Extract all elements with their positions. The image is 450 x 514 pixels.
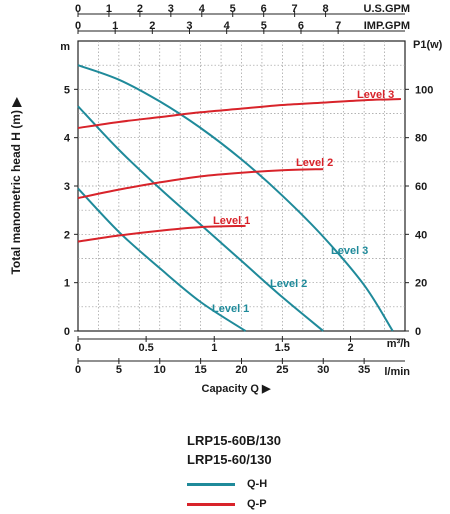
- y2-axis-tick-label: 0: [415, 326, 421, 338]
- qp-label-level-3: Level 3: [357, 89, 394, 101]
- model-name-1: LRP15-60B/130: [187, 433, 281, 448]
- legend: Q-H Q-P: [187, 474, 267, 514]
- top-axis-2-tick-label: 6: [298, 20, 304, 32]
- legend-label-qh: Q-H: [247, 478, 268, 490]
- top-axis-2-tick-label: 4: [224, 20, 231, 32]
- y-axis-tick-label: 1: [64, 278, 70, 290]
- legend-label-qp: Q-P: [247, 498, 267, 510]
- y-axis-tick-label: 0: [64, 326, 70, 338]
- qp-label-level-1: Level 1: [213, 215, 250, 227]
- bottom-axis-1-tick-label: 0.5: [138, 342, 153, 354]
- top-axis-1-tick-label: 4: [199, 3, 206, 15]
- bottom-axis-2-tick-label: 35: [358, 364, 370, 376]
- y-axis-tick-label: 5: [64, 84, 70, 96]
- bottom-axis-2-unit: l/min: [384, 366, 410, 378]
- y-axis-tick-label: 3: [64, 181, 70, 193]
- bottom-axis-2-tick-label: 10: [154, 364, 166, 376]
- y-axis-unit: m: [60, 41, 70, 53]
- legend-item-qh: Q-H: [187, 474, 267, 494]
- qp-label-level-2: Level 2: [296, 157, 333, 169]
- y2-axis-tick-label: 80: [415, 133, 427, 145]
- bottom-axis-1-unit: m³/h: [387, 338, 411, 350]
- y-axis-tick-label: 2: [64, 229, 70, 241]
- top-axis-1-tick-label: 2: [137, 3, 143, 15]
- y-axis-title: Total manometric head H (m) ▶: [9, 97, 23, 275]
- top-axis-2-tick-label: 0: [75, 20, 81, 32]
- qh-label-level-1: Level 1: [212, 303, 249, 315]
- top-axis-1-tick-label: 7: [292, 3, 298, 15]
- qp-curve-level-1: [77, 224, 246, 243]
- bottom-axis-2-tick-label: 30: [317, 364, 329, 376]
- model-name-2: LRP15-60/130: [187, 452, 272, 467]
- qh-curve-level-3: [77, 64, 394, 332]
- qp-curve-level-2: [77, 168, 324, 200]
- y2-axis-unit: P1(w): [413, 39, 443, 51]
- bottom-axis-1-tick-label: 1.5: [275, 342, 290, 354]
- bottom-axis-2-tick-label: 25: [276, 364, 288, 376]
- top-axis-2-tick-label: 5: [261, 20, 267, 32]
- y2-axis-tick-label: 60: [415, 181, 427, 193]
- qh-curve-level-2: [77, 105, 324, 332]
- bottom-axis-2-tick-label: 15: [195, 364, 207, 376]
- bottom-axis-2-tick-label: 0: [75, 364, 81, 376]
- y2-axis-tick-label: 100: [415, 84, 433, 96]
- x-axis-title: Capacity Q ▶: [202, 383, 272, 395]
- legend-item-qp: Q-P: [187, 494, 267, 514]
- top-axis-1-tick-label: 6: [261, 3, 267, 15]
- bottom-axis-2-tick-label: 5: [116, 364, 122, 376]
- top-axis-1-unit: U.S.GPM: [364, 3, 410, 15]
- top-axis-2-tick-label: 3: [186, 20, 192, 32]
- top-axis-2-tick-label: 7: [335, 20, 341, 32]
- bottom-axis-2-tick-label: 20: [235, 364, 247, 376]
- top-axis-1-tick-label: 0: [75, 3, 81, 15]
- qp-curve-level-3: [77, 98, 401, 129]
- legend-swatch-qh: [187, 482, 235, 486]
- top-axis-2-unit: IMP.GPM: [364, 20, 410, 32]
- top-axis-1-tick-label: 5: [230, 3, 236, 15]
- model-names: LRP15-60B/130 LRP15-60/130: [187, 431, 281, 469]
- top-axis-2-tick-label: 2: [149, 20, 155, 32]
- qh-label-level-2: Level 2: [270, 278, 307, 290]
- bottom-axis-1-tick-label: 2: [347, 342, 353, 354]
- top-axis-1-tick-label: 1: [106, 3, 112, 15]
- top-axis-1-tick-label: 8: [323, 3, 329, 15]
- legend-swatch-qp: [187, 502, 235, 506]
- y-axis-tick-label: 4: [64, 133, 71, 145]
- bottom-axis-1-tick-label: 0: [75, 342, 81, 354]
- top-axis-1-tick-label: 3: [168, 3, 174, 15]
- bottom-axis-1-tick-label: 1: [211, 342, 217, 354]
- qh-label-level-3: Level 3: [331, 245, 368, 257]
- qh-curve-level-1: [77, 187, 247, 332]
- y2-axis-tick-label: 40: [415, 229, 427, 241]
- top-axis-2-tick-label: 1: [112, 20, 118, 32]
- y2-axis-tick-label: 20: [415, 278, 427, 290]
